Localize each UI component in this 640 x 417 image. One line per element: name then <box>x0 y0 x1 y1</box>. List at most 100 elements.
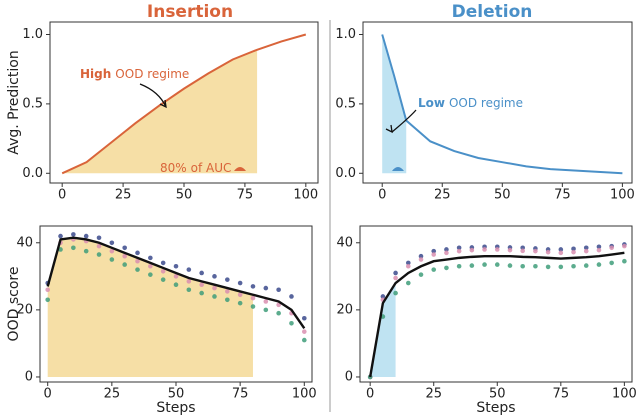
x-tick-label: 0 <box>378 188 386 203</box>
y-tick-label: 1.0 <box>22 27 43 42</box>
y-tick-label: 20 <box>336 302 353 317</box>
data-line <box>61 33 307 175</box>
data-point <box>237 280 243 286</box>
data-point <box>380 294 386 299</box>
data-point <box>405 260 411 266</box>
x-tick-label: 25 <box>425 387 442 402</box>
data-point <box>456 263 462 269</box>
data-point <box>276 287 281 293</box>
y-tick-label: 0.5 <box>335 96 356 111</box>
data-point <box>558 247 564 252</box>
data-point <box>520 248 525 254</box>
data-point <box>545 264 551 270</box>
annotation-bold: Low <box>418 96 445 110</box>
data-point <box>444 247 449 252</box>
data-point <box>199 290 204 296</box>
data-point <box>469 247 475 253</box>
x-tick-label: 100 <box>610 188 635 203</box>
data-point <box>444 265 449 271</box>
data-point <box>186 279 192 284</box>
data-point <box>276 310 281 316</box>
data-point <box>96 235 102 241</box>
data-point <box>558 250 564 256</box>
data-point <box>199 282 204 288</box>
data-point <box>533 248 538 254</box>
x-tick-label: 0 <box>58 188 66 203</box>
data-point <box>444 250 449 256</box>
data-point <box>96 252 102 257</box>
data-point <box>58 247 63 252</box>
data-point <box>571 263 576 269</box>
data-line <box>381 34 623 175</box>
annotation-text: OOD regime <box>449 96 523 110</box>
data-point <box>45 287 50 293</box>
data-point <box>58 233 63 239</box>
x-tick-label: 50 <box>176 188 193 203</box>
data-point <box>456 248 462 254</box>
data-point <box>622 258 627 264</box>
x-axis-label: Steps <box>476 400 515 416</box>
data-point <box>571 246 576 252</box>
data-point <box>212 285 217 291</box>
annotation-bold: 80% <box>160 161 187 175</box>
data-point <box>160 277 166 282</box>
y-tick-label: 1.0 <box>335 27 356 42</box>
x-tick-label: 0 <box>44 387 52 402</box>
x-tick-label: 0 <box>366 387 374 402</box>
annotation: Low OOD regime <box>418 96 523 110</box>
data-point <box>431 267 437 272</box>
data-point <box>507 263 513 268</box>
x-tick-label: 100 <box>612 387 637 402</box>
data-point <box>83 233 89 239</box>
data-point <box>250 284 256 289</box>
data-line <box>46 236 306 330</box>
data-point <box>302 337 307 343</box>
data-point <box>302 315 307 321</box>
data-point <box>302 329 307 334</box>
data-point <box>173 263 179 269</box>
data-point <box>431 252 437 257</box>
x-tick-label: 75 <box>553 387 570 402</box>
data-point <box>263 285 269 291</box>
y-tick-label: 40 <box>336 235 353 250</box>
data-point <box>289 294 294 299</box>
data-point <box>583 245 589 251</box>
data-point <box>405 280 411 286</box>
annotation: 80% of AUC <box>160 161 231 175</box>
column-title: Deletion <box>452 2 533 22</box>
data-line <box>368 251 625 378</box>
data-point <box>122 253 127 259</box>
x-tick-label: 75 <box>237 188 254 203</box>
data-point <box>199 270 204 276</box>
data-point <box>393 270 398 276</box>
data-point <box>148 255 153 261</box>
data-point <box>418 257 424 262</box>
annotation-arrow <box>139 83 167 109</box>
data-point <box>109 240 115 246</box>
data-point <box>71 245 76 251</box>
data-point <box>122 262 127 267</box>
data-point <box>122 245 127 251</box>
y-tick-label: 0 <box>25 369 33 384</box>
plot-frame <box>359 225 633 383</box>
data-point <box>250 304 256 309</box>
data-point <box>71 232 76 237</box>
y-tick-label: 0.0 <box>22 166 43 181</box>
data-point <box>160 260 166 266</box>
data-point <box>393 275 398 281</box>
data-point <box>212 294 217 299</box>
data-point <box>469 263 475 268</box>
data-point <box>96 243 102 249</box>
data-point <box>507 247 513 253</box>
data-point <box>583 248 589 254</box>
y-axis-label: Avg. Prediction <box>6 50 22 154</box>
annotation-text: of AUC <box>191 161 232 175</box>
x-tick-label: 75 <box>554 188 571 203</box>
data-point <box>622 243 627 249</box>
data-point <box>83 248 89 254</box>
x-axis-label: Steps <box>156 400 195 416</box>
x-tick-label: 25 <box>115 188 132 203</box>
annotation-bold: High <box>80 67 111 81</box>
data-point <box>225 289 230 294</box>
